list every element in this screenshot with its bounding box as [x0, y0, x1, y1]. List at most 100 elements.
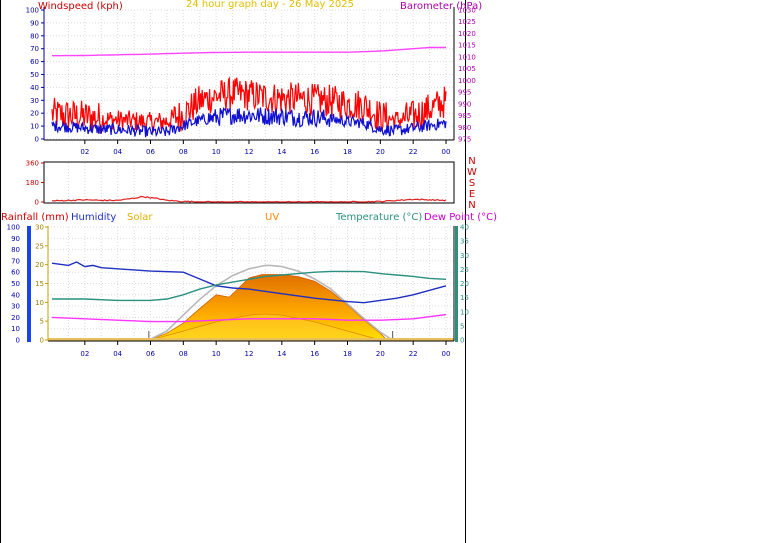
atmosphere-time-tick-label: 18 [343, 350, 352, 358]
wind-time-tick-label: 02 [80, 148, 89, 156]
barometer-tick-label: 1010 [458, 53, 476, 61]
rainfall-tick-label: 30 [35, 224, 44, 232]
humidity-tick-label: 30 [11, 303, 20, 311]
atmosphere-time-tick-label: 12 [245, 350, 254, 358]
atmosphere-time-tick-label: 02 [80, 350, 89, 358]
temperature-tick-label: 15 [460, 294, 469, 302]
direction-degree-label: 0 [35, 199, 39, 207]
temperature-tick-labels: 0 5 10 15 20 25 30 35 40 [460, 224, 469, 345]
wind-time-tick-label: 22 [409, 148, 418, 156]
wind-gust-line [51, 76, 447, 134]
humidity-tick-label: 0 [16, 337, 20, 345]
windspeed-tick-label: 60 [30, 58, 39, 66]
windspeed-tick-label: 20 [30, 110, 39, 118]
uv-area [150, 313, 381, 341]
temperature-label: Temperature (°C) [335, 212, 422, 223]
temperature-tick-label: 35 [460, 238, 469, 246]
rainfall-tick-label: 5 [40, 318, 44, 326]
temperature-tick-label: 0 [460, 337, 464, 345]
barometer-tick-label: 1020 [458, 30, 476, 38]
temperature-tick-label: 30 [460, 252, 469, 260]
wind-grid [44, 9, 454, 140]
windspeed-tick-label: 90 [30, 19, 39, 27]
rainfall-tick-label: 15 [35, 280, 44, 288]
humidity-tick-label: 40 [11, 291, 20, 299]
windspeed-tick-label: 0 [35, 136, 39, 144]
compass-label: S [469, 178, 475, 189]
rainfall-tick-labels: 0 5 10 15 20 25 30 [35, 224, 48, 345]
compass-label: W [467, 167, 477, 178]
windspeed-tick-label: 10 [30, 123, 39, 131]
direction-grid [67, 163, 447, 202]
windspeed-tick-label: 80 [30, 32, 39, 40]
wind-time-tick-label: 20 [376, 148, 385, 156]
barometer-tick-labels: 975 980 985 990 995 1000 1005 1010 1015 1020 1025 1… [458, 7, 476, 144]
uv-label: UV [265, 212, 279, 223]
windspeed-tick-label: 50 [30, 71, 39, 79]
wind-time-tick-label: 00 [442, 148, 451, 156]
wind-time-tick-label: 08 [179, 148, 188, 156]
rainfall-tick-label: 0 [40, 337, 44, 345]
atmosphere-panel: 0 10 20 30 40 50 60 70 80 90 100 0 5 10 15 20 25 30 0 5 10… [1, 212, 497, 358]
direction-degree-labels: 0 180 360 [26, 160, 44, 207]
atmosphere-time-tick-labels: 02 04 06 08 10 12 14 16 18 20 22 00 [80, 341, 450, 358]
barometer-tick-label: 975 [458, 136, 471, 144]
rainfall-bar [48, 338, 454, 341]
atmosphere-series [51, 261, 447, 323]
temperature-tick-label: 25 [460, 266, 469, 274]
solar-uv-area [48, 264, 454, 341]
barometer-tick-label: 1025 [458, 18, 476, 26]
windspeed-tick-label: 70 [30, 45, 39, 53]
dew-point-label: Dew Point (°C) [424, 212, 497, 223]
windspeed-tick-label: 40 [30, 84, 39, 92]
wind-time-tick-label: 18 [343, 148, 352, 156]
humidity-tick-label: 50 [11, 280, 20, 288]
humidity-tick-labels: 0 10 20 30 40 50 60 70 80 90 100 [7, 224, 20, 345]
atmosphere-time-tick-label: 22 [409, 350, 418, 358]
average-wind-line [51, 106, 447, 138]
rainfall-tick-label: 20 [35, 261, 44, 269]
compass-label: N [468, 200, 475, 211]
humidity-tick-label: 80 [11, 246, 20, 254]
humidity-axis-bar [27, 226, 31, 342]
windspeed-tick-labels: 0 10 20 30 40 50 60 70 80 90 100 [26, 7, 44, 144]
atmosphere-grid [48, 226, 454, 341]
humidity-label: Humidity [71, 212, 116, 223]
wind-direction-line [51, 195, 447, 203]
atmosphere-time-tick-label: 10 [212, 350, 221, 358]
solar-label: Solar [127, 212, 153, 223]
barometer-tick-label: 990 [458, 100, 471, 108]
wind-time-tick-label: 06 [146, 148, 155, 156]
dew-point-line [51, 313, 447, 323]
atmosphere-time-tick-label: 00 [442, 350, 451, 358]
barometer-tick-label: 985 [458, 112, 471, 120]
barometer-tick-label: 1030 [458, 7, 476, 15]
barometer-tick-label: 1000 [458, 77, 476, 85]
humidity-line [51, 261, 447, 304]
atmosphere-time-tick-label: 14 [277, 350, 286, 358]
direction-degree-label: 360 [26, 160, 39, 168]
atmosphere-time-tick-label: 04 [113, 350, 122, 358]
atmosphere-time-tick-label: 20 [376, 350, 385, 358]
windspeed-tick-label: 30 [30, 97, 39, 105]
rainfall-label: Rainfall (mm) [1, 212, 69, 223]
wind-time-tick-labels: 02 04 06 08 10 12 14 16 18 20 22 00 [80, 140, 450, 156]
compass-label: N [468, 156, 475, 167]
humidity-tick-label: 60 [11, 269, 20, 277]
temperature-line [52, 270, 447, 302]
theoretical-solar-curve [148, 264, 394, 341]
humidity-tick-label: 70 [11, 257, 20, 265]
wind-time-tick-label: 16 [310, 148, 319, 156]
barometer-tick-label: 980 [458, 124, 471, 132]
temperature-tick-label: 40 [460, 224, 469, 232]
barometer-axis-label: Barometer (hPa) [400, 1, 482, 12]
humidity-tick-label: 90 [11, 235, 20, 243]
barometer-line [52, 46, 446, 57]
barometer-tick-label: 1015 [458, 42, 476, 50]
rainfall-tick-label: 10 [35, 299, 44, 307]
barometer-tick-label: 1005 [458, 65, 476, 73]
